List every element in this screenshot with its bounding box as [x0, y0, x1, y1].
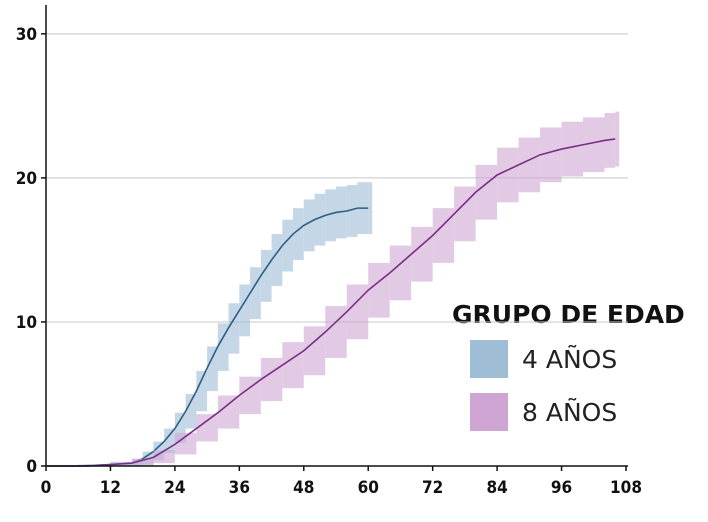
x-tick-label: 108	[610, 478, 642, 498]
legend-label: 4 AÑOS	[522, 344, 617, 374]
line	[46, 207, 369, 467]
confidence-band	[346, 185, 358, 237]
confidence-band	[615, 111, 620, 167]
series	[46, 111, 620, 467]
y-tick-label: 20	[16, 169, 37, 189]
legend-label: 8 AÑOS	[522, 397, 617, 427]
confidence-band	[131, 458, 154, 466]
series	[46, 182, 373, 467]
confidence-band	[260, 249, 272, 302]
confidence-band	[540, 127, 562, 183]
confidence-band	[303, 199, 315, 252]
confidence-band	[293, 208, 304, 260]
confidence-band	[228, 303, 240, 354]
confidence-band	[271, 234, 283, 286]
line	[46, 138, 616, 467]
confidence-band	[432, 208, 455, 263]
x-tick-label: 12	[100, 478, 121, 498]
confidence-band	[561, 121, 584, 177]
confidence-band	[389, 245, 412, 301]
confidence-band	[250, 267, 261, 320]
confidence-band	[282, 342, 304, 389]
confidence-band	[346, 284, 369, 340]
confidence-band	[368, 262, 390, 318]
confidence-band	[325, 189, 336, 242]
legend-title: GRUPO DE EDAD	[452, 300, 685, 329]
confidence-band	[239, 376, 261, 415]
x-tick-label: 60	[358, 478, 379, 498]
confidence-band	[164, 428, 175, 454]
confidence-band	[196, 414, 218, 442]
confidence-band	[185, 393, 197, 429]
y-tick-label: 10	[16, 313, 37, 333]
legend-swatch	[470, 340, 508, 378]
x-tick-label: 72	[422, 478, 443, 498]
confidence-band	[475, 164, 498, 220]
confidence-band	[411, 226, 433, 282]
x-tick-label: 0	[41, 478, 52, 498]
confidence-band	[239, 284, 251, 337]
confidence-band	[368, 182, 373, 235]
confidence-band	[153, 450, 175, 464]
confidence-band	[207, 346, 218, 392]
confidence-band	[282, 219, 294, 272]
confidence-band	[454, 186, 476, 242]
x-tick-label: 36	[229, 478, 250, 498]
x-tick-label: 96	[551, 478, 572, 498]
confidence-band	[314, 193, 326, 246]
y-tick-label: 0	[26, 457, 37, 477]
confidence-band	[174, 412, 186, 443]
legend-swatch	[470, 393, 508, 431]
confidence-band	[196, 370, 208, 412]
confidence-band	[325, 306, 347, 358]
confidence-band	[583, 117, 605, 173]
confidence-band	[174, 432, 197, 455]
x-tick-label: 24	[164, 478, 185, 498]
confidence-band	[260, 357, 283, 402]
confidence-band	[217, 395, 240, 429]
confidence-band	[497, 147, 519, 203]
x-tick-label: 48	[293, 478, 314, 498]
confidence-band	[518, 137, 541, 193]
y-tick-label: 30	[16, 25, 37, 45]
confidence-band	[217, 323, 229, 371]
confidence-band	[303, 326, 326, 376]
x-tick-label: 84	[486, 478, 507, 498]
